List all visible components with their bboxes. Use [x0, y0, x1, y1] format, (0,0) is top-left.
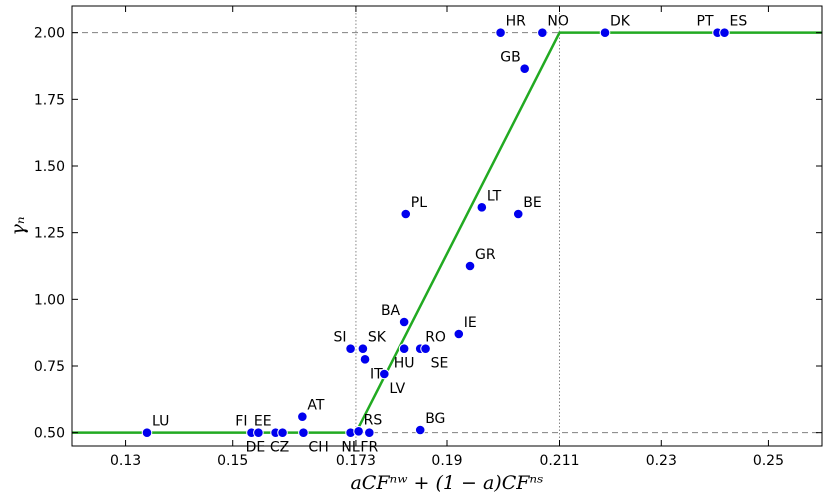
data-point-fr [364, 427, 375, 438]
data-point-pl [400, 208, 412, 220]
data-point-se [420, 343, 431, 354]
point-label-gr: GR [475, 247, 496, 263]
point-label-dk: DK [610, 14, 631, 30]
point-label-be: BE [523, 195, 541, 211]
fit-line-layer [72, 31, 822, 434]
data-point-no [537, 27, 548, 38]
point-label-de: DE [246, 440, 266, 456]
data-point-hu [398, 343, 410, 354]
data-point-at [297, 411, 308, 422]
data-point-dk [599, 27, 611, 38]
point-label-it: IT [370, 366, 383, 382]
point-label-fr: FR [360, 440, 378, 456]
data-point-de [253, 427, 264, 438]
data-point-it [359, 354, 371, 365]
point-label-hu: HU [394, 356, 415, 372]
data-point-si [345, 343, 356, 354]
point-label-lt: LT [487, 188, 502, 204]
data-point-ch [298, 427, 309, 438]
data-point-sk [357, 343, 369, 354]
y-axis-label: γₙ [7, 216, 29, 235]
point-label-sk: SK [368, 330, 387, 346]
data-point-gr [464, 260, 476, 272]
point-label-fi: FI [235, 414, 247, 430]
y-tick-label: 1.25 [34, 226, 65, 242]
point-label-bg: BG [425, 411, 445, 427]
data-point-ba [398, 316, 410, 328]
y-tick-label: 1.00 [34, 292, 65, 308]
point-label-hr: HR [506, 14, 527, 30]
data-point-be [512, 208, 524, 220]
reference-lines [72, 6, 822, 446]
point-label-ch: CH [308, 440, 328, 456]
data-point-bg [414, 424, 426, 436]
point-labels: LU FI DE EE CZ CH AT NL RS FR BG LV SI SK IT HU RO SE BA IE… [152, 14, 747, 456]
point-label-nl: NL [341, 440, 359, 456]
data-point-hr [495, 27, 506, 38]
point-label-no: NO [547, 14, 569, 30]
point-label-es: ES [730, 14, 748, 30]
axis-ticks: 0.13 0.15 0.173 0.19 0.211 0.23 0.25 0.50 0.75 1.… [34, 6, 822, 469]
point-label-ie: IE [464, 315, 477, 331]
point-label-cz: CZ [270, 440, 289, 456]
point-label-pt: PT [697, 14, 714, 30]
point-label-lu: LU [152, 414, 169, 430]
x-tick-label: 0.211 [539, 453, 579, 469]
point-label-se: SE [431, 356, 449, 372]
data-point-lu [141, 427, 153, 438]
point-label-ee: EE [254, 414, 272, 430]
x-axis-label: aCFⁿʷ + (1 − a)CFⁿˢ [350, 472, 543, 494]
data-points [141, 27, 730, 438]
point-label-gb: GB [500, 50, 520, 66]
data-point-gb [519, 63, 530, 74]
point-label-lv: LV [389, 381, 405, 397]
x-tick-label: 0.15 [217, 453, 248, 469]
data-point-lt [476, 202, 488, 213]
x-tick-label: 0.23 [646, 453, 677, 469]
x-tick-label: 0.25 [753, 453, 784, 469]
plot-frame [71, 5, 823, 447]
data-point-lv [379, 368, 390, 380]
x-tick-label: 0.173 [336, 453, 376, 469]
y-tick-label: 0.50 [34, 426, 65, 442]
y-tick-label: 2.00 [34, 26, 65, 42]
point-label-at: AT [307, 398, 324, 414]
data-point-ie [453, 328, 465, 340]
data-point-es [719, 27, 730, 38]
point-label-pl: PL [411, 195, 427, 211]
data-point-cz [277, 427, 288, 438]
point-label-ro: RO [425, 330, 446, 346]
fit-line [72, 31, 822, 434]
y-tick-label: 0.75 [34, 359, 65, 375]
point-label-si: SI [334, 330, 347, 346]
data-point-rs [353, 426, 364, 437]
point-label-rs: RS [364, 412, 383, 428]
point-label-ba: BA [381, 303, 401, 319]
y-tick-label: 1.50 [34, 159, 65, 175]
x-tick-label: 0.19 [431, 453, 462, 469]
y-tick-label: 1.75 [34, 92, 65, 108]
x-tick-label: 0.13 [110, 453, 141, 469]
